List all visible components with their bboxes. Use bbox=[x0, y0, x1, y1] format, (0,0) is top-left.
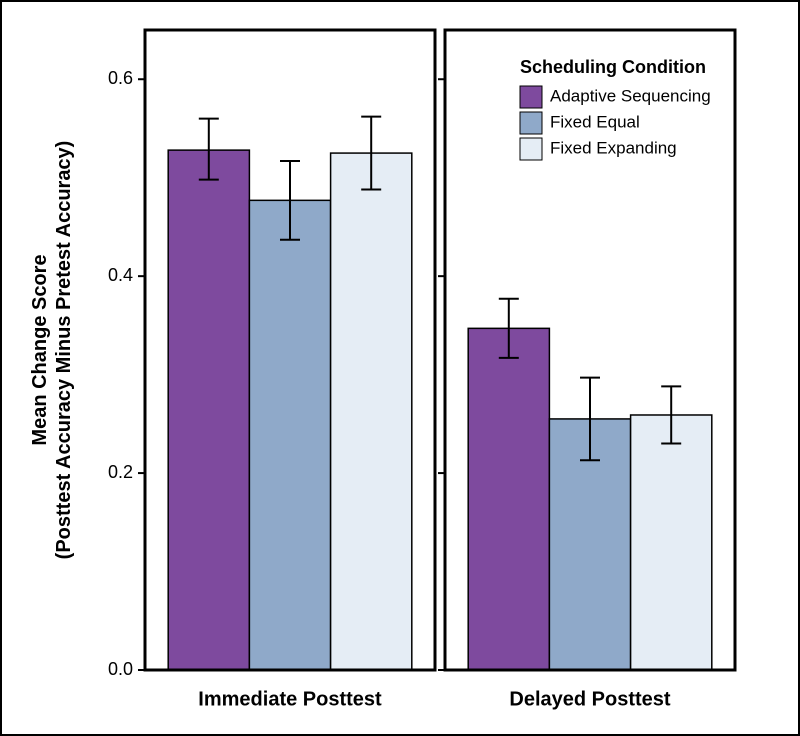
y-tick-label: 0.0 bbox=[108, 659, 133, 679]
legend-title: Scheduling Condition bbox=[520, 57, 706, 77]
y-axis-label: Mean Change Score bbox=[29, 254, 51, 445]
y-tick-label: 0.6 bbox=[108, 68, 133, 88]
bar bbox=[331, 153, 412, 670]
y-axis-label: (Posttest Accuracy Minus Pretest Accurac… bbox=[53, 141, 75, 560]
legend-item-label: Adaptive Sequencing bbox=[550, 86, 711, 105]
bar bbox=[468, 328, 549, 670]
legend-swatch bbox=[520, 86, 542, 108]
bar bbox=[249, 200, 330, 670]
grouped-bar-chart: 0.0 0.2 0.4 0.6 Immediate Posttest Delayed Po… bbox=[0, 0, 800, 736]
panel-title: Delayed Posttest bbox=[509, 688, 671, 710]
y-tick-label: 0.4 bbox=[108, 265, 133, 285]
legend-item-label: Fixed Equal bbox=[550, 112, 640, 131]
y-tick-label: 0.2 bbox=[108, 462, 133, 482]
bar bbox=[631, 415, 712, 670]
legend-swatch bbox=[520, 112, 542, 134]
chart-container: { "figure": { "width": 800, "height": 73… bbox=[0, 0, 800, 736]
legend-item-label: Fixed Expanding bbox=[550, 138, 677, 157]
legend-swatch bbox=[520, 138, 542, 160]
bar bbox=[168, 150, 249, 670]
panel-title: Immediate Posttest bbox=[198, 688, 382, 710]
